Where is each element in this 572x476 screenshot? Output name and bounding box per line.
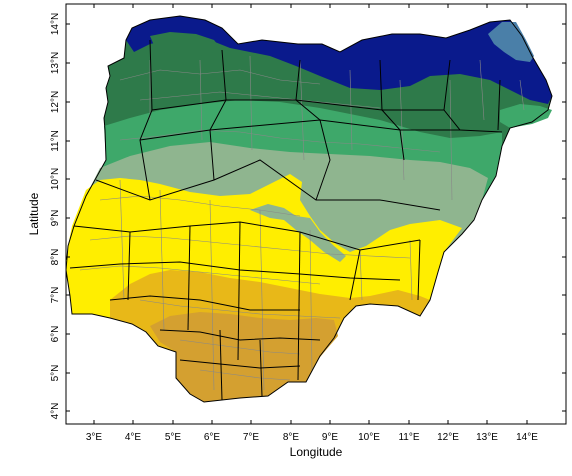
zone-steel-blue-region: [488, 22, 534, 62]
x-tick-label: 9°E: [322, 432, 339, 443]
zone-medium-green-east: [500, 104, 552, 128]
x-tick-label: 4°E: [125, 432, 142, 443]
country-outline: [65, 15, 553, 403]
x-tick-label: 11°E: [398, 432, 419, 443]
x-tick-label: 12°E: [437, 432, 459, 443]
x-axis-title: Longitude: [290, 445, 343, 459]
y-tick-labels: 4°N 5°N 6°N 7°N 8°N 9°N 10°N 11°N 12°N 1…: [50, 13, 61, 420]
y-tick-label: 9°N: [50, 210, 61, 227]
x-tick-label: 5°E: [165, 432, 182, 443]
zone-ochre-region: [150, 312, 338, 402]
y-tick-label: 14°N: [50, 13, 61, 35]
x-tick-label: 13°E: [476, 432, 498, 443]
x-tick-label: 8°E: [283, 432, 300, 443]
map-zones: [65, 15, 553, 403]
x-axis: [93, 4, 528, 424]
y-tick-label: 7°N: [50, 287, 61, 304]
y-tick-label: 12°N: [50, 91, 61, 113]
y-tick-label: 11°N: [50, 130, 61, 152]
x-tick-label: 3°E: [86, 432, 103, 443]
zone-dark-green-patch-north: [150, 32, 222, 56]
y-axis: [66, 23, 566, 412]
y-tick-label: 13°N: [50, 52, 61, 74]
y-axis-title: Latitude: [27, 192, 41, 235]
y-tick-label: 6°N: [50, 326, 61, 343]
zone-sage-green-patch: [250, 204, 346, 262]
x-tick-label: 7°E: [243, 432, 260, 443]
state-borders: [69, 39, 503, 401]
y-tick-label: 4°N: [50, 403, 61, 420]
y-tick-label: 8°N: [50, 249, 61, 266]
x-tick-label: 10°E: [358, 432, 380, 443]
y-tick-label: 10°N: [50, 168, 61, 190]
lga-borders: [79, 55, 525, 391]
x-tick-label: 14°E: [516, 432, 538, 443]
x-tick-label: 6°E: [204, 432, 221, 443]
x-tick-labels: 3°E 4°E 5°E 6°E 7°E 8°E 9°E 10°E 11°E 12…: [86, 432, 538, 443]
y-tick-label: 5°N: [50, 365, 61, 382]
